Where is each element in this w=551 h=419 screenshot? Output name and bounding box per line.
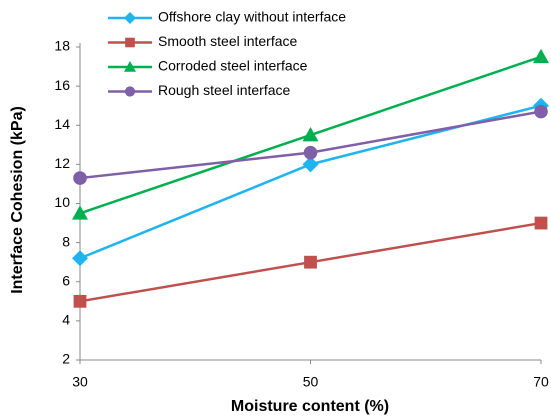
x-axis-title: Moisture content (%) [231, 398, 389, 415]
legend-label: Smooth steel interface [158, 33, 298, 49]
marker [73, 171, 87, 185]
legend-marker [125, 37, 135, 48]
marker [72, 250, 88, 267]
marker [303, 145, 318, 160]
y-tick-label: 2 [62, 351, 70, 367]
y-tick-label: 6 [62, 272, 70, 288]
y-axis-title: Interface Cohesion (kPa) [9, 106, 26, 294]
x-tick-label: 50 [303, 374, 319, 390]
legend-marker [124, 86, 136, 97]
marker [534, 104, 548, 119]
marker [72, 205, 88, 220]
marker [534, 216, 548, 230]
marker [73, 294, 87, 308]
x-tick-label: 30 [72, 374, 88, 390]
marker [302, 156, 319, 173]
y-tick-label: 8 [62, 233, 70, 249]
y-tick-label: 16 [54, 77, 70, 93]
y-tick-label: 14 [54, 116, 70, 132]
legend-label: Offshore clay without interface [158, 9, 346, 25]
marker [302, 127, 319, 142]
y-tick-label: 4 [62, 312, 70, 328]
marker [533, 48, 549, 64]
legend-marker [124, 61, 136, 72]
marker [304, 255, 317, 269]
y-tick-label: 12 [54, 155, 70, 171]
y-tick-label: 10 [54, 194, 70, 210]
legend-label: Corroded steel interface [158, 58, 308, 74]
legend-label: Rough steel interface [158, 82, 291, 98]
y-tick-label: 18 [54, 38, 70, 54]
legend-marker [124, 12, 136, 24]
x-tick-label: 70 [533, 374, 549, 390]
